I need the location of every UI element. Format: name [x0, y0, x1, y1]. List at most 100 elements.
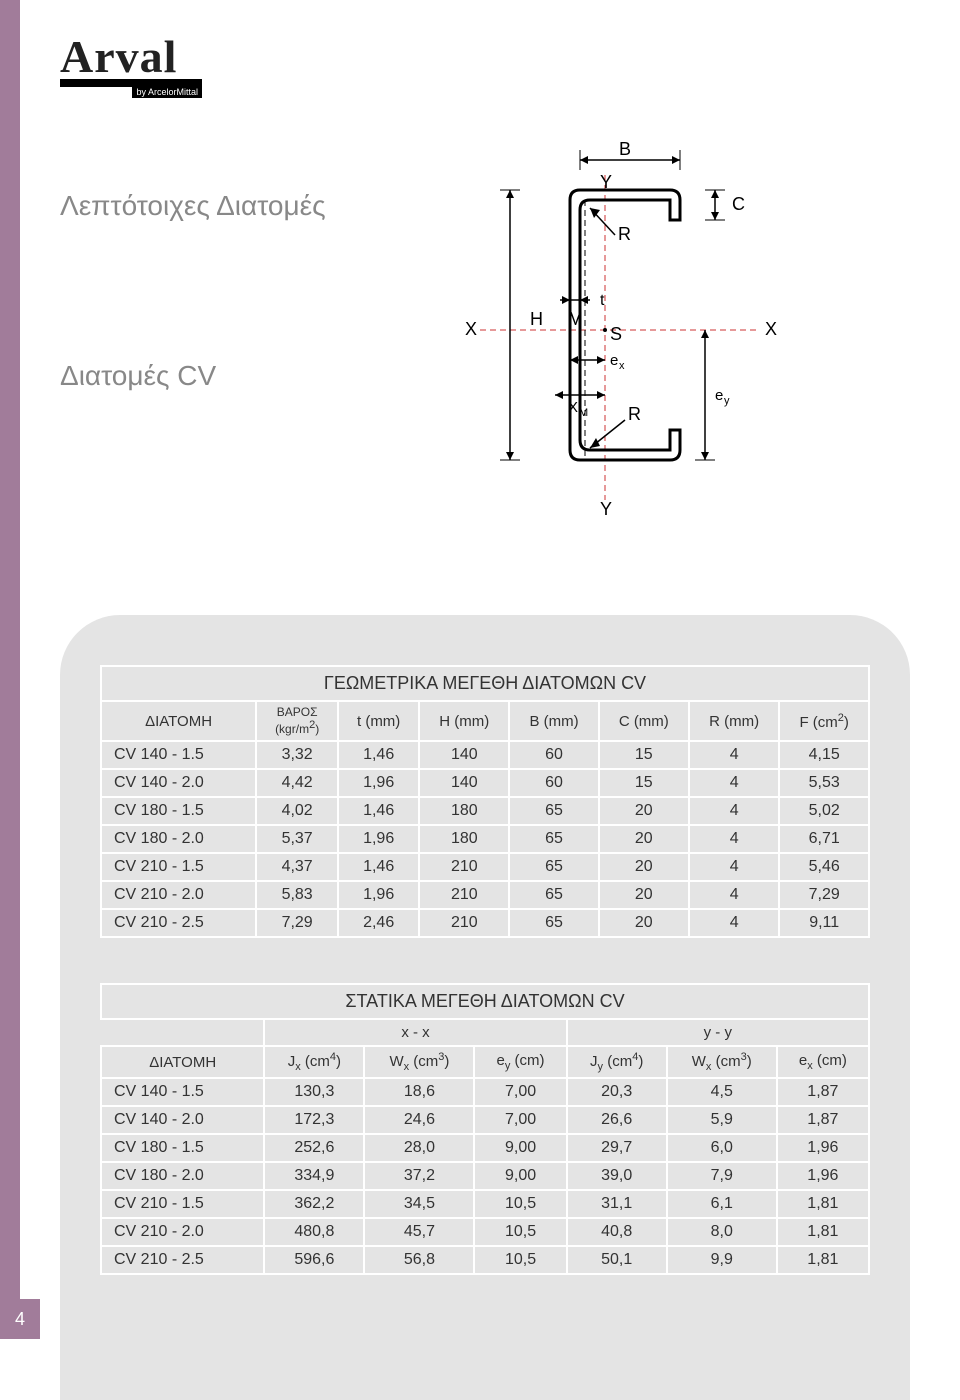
table-cell: 65 — [509, 881, 598, 909]
table-cell: 20 — [599, 853, 689, 881]
table-cell: 10,5 — [474, 1190, 566, 1218]
table-cell: 65 — [509, 909, 598, 937]
table-cell: 7,29 — [779, 881, 869, 909]
svg-text:x: x — [619, 360, 625, 372]
table1-header: ΔΙΑΤΟΜΗ ΒΑΡΟΣ(kgr/m2) t (mm) H (mm) B (m… — [101, 701, 869, 741]
logo: Arval by ArcelorMittal — [60, 30, 202, 98]
table-row: CV 210 - 1.54,371,46210652045,46 — [101, 853, 869, 881]
table-cell: 1,46 — [338, 797, 419, 825]
heading-main: Λεπτότοιχες Διατομές — [60, 190, 326, 222]
tables-panel: ΓΕΩΜΕΤΡΙΚΑ ΜΕΓΕΘΗ ΔΙΑΤΟΜΩΝ CV ΔΙΑΤΟΜΗ ΒΑ… — [60, 615, 910, 1400]
table-cell: 362,2 — [264, 1190, 364, 1218]
table-cell: 65 — [509, 825, 598, 853]
table-cell: 37,2 — [364, 1162, 474, 1190]
table-cell: 480,8 — [264, 1218, 364, 1246]
table-cell: 5,46 — [779, 853, 869, 881]
heading-section: Διατομές CV — [60, 360, 216, 392]
table-cell: 10,5 — [474, 1218, 566, 1246]
table-cell: 1,96 — [338, 769, 419, 797]
table-row: CV 180 - 2.0334,937,29,0039,07,91,96 — [101, 1162, 869, 1190]
table-cell: 7,29 — [256, 909, 338, 937]
table-cell: 10,5 — [474, 1246, 566, 1274]
table-cell: 29,7 — [567, 1134, 667, 1162]
svg-text:Y: Y — [600, 499, 612, 519]
svg-text:y: y — [724, 395, 730, 407]
table-cell: 4 — [689, 797, 779, 825]
table-cell: 1,96 — [777, 1162, 869, 1190]
cv-section-diagram: B C Y Y X X M H R R — [460, 140, 780, 520]
table-cell: 56,8 — [364, 1246, 474, 1274]
table-cell: 1,81 — [777, 1246, 869, 1274]
table-cell: 31,1 — [567, 1190, 667, 1218]
table-cell: 4,5 — [667, 1078, 777, 1106]
axis-xx: x - x — [264, 1019, 566, 1046]
table-cell: 210 — [419, 909, 509, 937]
table-cell: 15 — [599, 769, 689, 797]
t2-col5: Wx (cm3) — [667, 1046, 777, 1078]
logo-text: Arval — [60, 30, 202, 83]
table-cell: 7,00 — [474, 1106, 566, 1134]
svg-text:R: R — [618, 224, 631, 244]
table-cell: 4 — [689, 909, 779, 937]
table-cell: 4 — [689, 741, 779, 769]
table-cell: 252,6 — [264, 1134, 364, 1162]
table-cell: CV 210 - 2.5 — [101, 1246, 264, 1274]
svg-text:H: H — [530, 309, 543, 329]
table-cell: 20 — [599, 825, 689, 853]
table-row: CV 180 - 1.54,021,46180652045,02 — [101, 797, 869, 825]
table-row: CV 180 - 1.5252,628,09,0029,76,01,96 — [101, 1134, 869, 1162]
table-cell: CV 210 - 2.0 — [101, 881, 256, 909]
table-cell: 140 — [419, 769, 509, 797]
table-cell: 4 — [689, 881, 779, 909]
table-cell: 5,02 — [779, 797, 869, 825]
t2-col3: ey (cm) — [474, 1046, 566, 1078]
table-cell: CV 210 - 1.5 — [101, 853, 256, 881]
table-cell: 20 — [599, 881, 689, 909]
svg-text:e: e — [715, 387, 723, 404]
table-cell: 39,0 — [567, 1162, 667, 1190]
svg-text:X: X — [465, 319, 477, 339]
table-row: CV 140 - 1.53,321,46140601544,15 — [101, 741, 869, 769]
table-cell: 7,00 — [474, 1078, 566, 1106]
table-cell: CV 180 - 1.5 — [101, 1134, 264, 1162]
table-cell: 9,9 — [667, 1246, 777, 1274]
table-cell: CV 140 - 1.5 — [101, 1078, 264, 1106]
table-cell: 5,9 — [667, 1106, 777, 1134]
table-cell: 20 — [599, 909, 689, 937]
table-row: CV 210 - 1.5362,234,510,531,16,11,81 — [101, 1190, 869, 1218]
table-cell: CV 140 - 2.0 — [101, 769, 256, 797]
table-cell: 1,96 — [777, 1134, 869, 1162]
t1-col7: F (cm2) — [779, 701, 869, 741]
table2-axis-row: x - x y - y — [101, 1019, 869, 1046]
svg-text:M: M — [579, 407, 588, 419]
logo-subtext: by ArcelorMittal — [132, 86, 202, 98]
table-cell: CV 180 - 2.0 — [101, 1162, 264, 1190]
table-cell: 6,71 — [779, 825, 869, 853]
table-cell: CV 140 - 1.5 — [101, 741, 256, 769]
table-cell: 1,46 — [338, 741, 419, 769]
table-row: CV 210 - 2.05,831,96210652047,29 — [101, 881, 869, 909]
table-cell: 5,53 — [779, 769, 869, 797]
table-cell: CV 180 - 1.5 — [101, 797, 256, 825]
page-number: 4 — [0, 1299, 40, 1339]
table1-title: ΓΕΩΜΕΤΡΙΚΑ ΜΕΓΕΘΗ ΔΙΑΤΟΜΩΝ CV — [101, 666, 869, 701]
table-row: CV 210 - 2.0480,845,710,540,88,01,81 — [101, 1218, 869, 1246]
table-cell: 3,32 — [256, 741, 338, 769]
table-cell: 18,6 — [364, 1078, 474, 1106]
table-cell: 210 — [419, 853, 509, 881]
table-row: CV 180 - 2.05,371,96180652046,71 — [101, 825, 869, 853]
table-cell: 9,11 — [779, 909, 869, 937]
table-cell: CV 180 - 2.0 — [101, 825, 256, 853]
table-cell: 40,8 — [567, 1218, 667, 1246]
table-cell: 20 — [599, 797, 689, 825]
table-cell: 4,15 — [779, 741, 869, 769]
table-row: CV 140 - 2.04,421,96140601545,53 — [101, 769, 869, 797]
svg-text:e: e — [610, 352, 618, 369]
table-row: CV 140 - 1.5130,318,67,0020,34,51,87 — [101, 1078, 869, 1106]
table-cell: 4 — [689, 825, 779, 853]
table-row: CV 210 - 2.5596,656,810,550,19,91,81 — [101, 1246, 869, 1274]
table-cell: CV 210 - 2.0 — [101, 1218, 264, 1246]
table-cell: 4,02 — [256, 797, 338, 825]
static-table: ΣΤΑΤΙΚΑ ΜΕΓΕΘΗ ΔΙΑΤΟΜΩΝ CV x - x y - y Δ… — [100, 983, 870, 1275]
t2-col4: Jy (cm4) — [567, 1046, 667, 1078]
